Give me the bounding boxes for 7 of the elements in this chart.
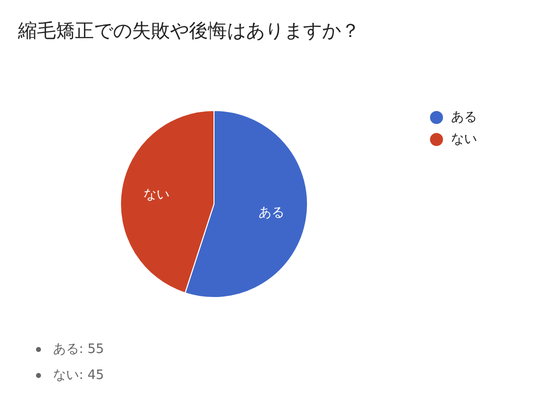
legend-label: ない: [451, 131, 477, 148]
slice-label: ある: [258, 205, 284, 220]
text: ない: 45: [53, 367, 104, 384]
slice-label: ない: [144, 187, 170, 202]
legend-label: ある: [451, 109, 477, 126]
text: ある: 55: [53, 341, 104, 358]
chart-title: 縮毛矯正での失敗や後悔はありますか？: [18, 19, 360, 44]
